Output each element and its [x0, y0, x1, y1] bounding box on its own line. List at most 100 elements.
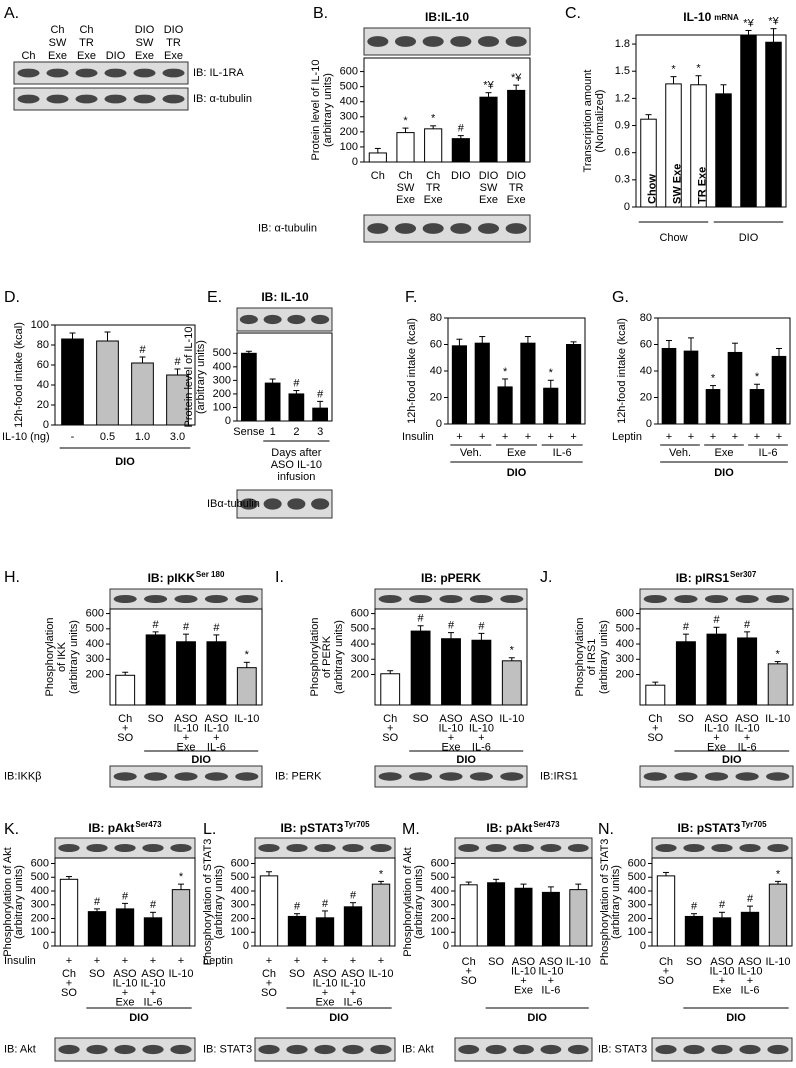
x-tick-label: SO: [61, 987, 77, 999]
x-axis-label: ASO IL-10: [271, 459, 322, 471]
y-tick-label: 300: [616, 653, 634, 665]
y-axis-label: (arbitrary units): [13, 865, 25, 939]
x-tick-label: +: [122, 987, 128, 999]
panel-letter: K.: [4, 821, 19, 838]
lane-label: Exe: [77, 50, 96, 62]
y-tick-label: 20: [640, 391, 652, 403]
title-text: IB: pIKK: [148, 571, 196, 585]
x-tick-label: +: [548, 975, 554, 987]
lane-label: DIO: [106, 50, 126, 62]
y-tick-label: 200: [213, 388, 231, 400]
bar: [737, 637, 758, 706]
significance-mark: *: [755, 371, 760, 383]
x-tick-label: +: [520, 975, 526, 987]
blot-band: [485, 1044, 507, 1055]
blot-band: [46, 94, 69, 104]
x-tick-label: Exe: [316, 996, 335, 1008]
title-superscript: Ser473: [533, 820, 560, 829]
bar: [541, 891, 560, 947]
bar: [171, 889, 191, 947]
significance-mark: #: [322, 898, 329, 910]
bar: [645, 684, 666, 706]
y-tick-label: 1.5: [615, 65, 630, 77]
y-tick-label: 80: [430, 312, 442, 324]
y-tick-label: 40: [37, 379, 49, 391]
x-tick-label: DIO: [451, 170, 471, 182]
x-tick-label: SO: [289, 968, 305, 980]
bar: [479, 96, 498, 163]
bar-label: TR Exe: [771, 167, 783, 204]
blot-band: [739, 1044, 761, 1055]
blot-label: IBα-tubulin: [207, 498, 260, 510]
x-tick-label: 2: [293, 426, 299, 438]
blot-band: [17, 94, 40, 104]
x-tick-label: SO: [647, 732, 663, 744]
lane-label: Exe: [135, 50, 154, 62]
y-tick-label: 600: [231, 857, 249, 869]
x-axis-label: infusion: [277, 471, 315, 483]
bar-label: SW Exe: [746, 164, 758, 204]
blot-band: [643, 772, 667, 781]
blot-band: [370, 844, 392, 852]
panel-letter: I.: [275, 569, 284, 586]
y-tick-label: 100: [340, 141, 358, 153]
blot-band: [263, 314, 282, 325]
x-tick-label: Exe: [396, 194, 415, 206]
title-text: IB: pSTAT3: [677, 821, 740, 835]
treatment-mark: +: [710, 431, 716, 443]
bar: [115, 908, 135, 947]
blot-band: [204, 595, 228, 603]
lane-label: DIO: [135, 24, 155, 36]
y-tick-label: 400: [616, 638, 634, 650]
y-axis-label: 12h-food intake (kcal): [406, 318, 418, 424]
y-tick-label: 200: [231, 912, 249, 924]
bar: [712, 917, 732, 947]
blot-band: [513, 1044, 534, 1055]
blot-band: [704, 595, 729, 603]
x-tick-label: ASO: [205, 713, 229, 725]
bar-label: SW Exe: [671, 164, 683, 204]
blot-label: IB: Akt: [402, 1043, 434, 1055]
group-label: DIO: [722, 754, 742, 766]
x-tick-label: TR: [426, 182, 441, 194]
x-tick-label: SO: [461, 975, 477, 987]
x-tick-label: +: [150, 987, 156, 999]
blot-band: [378, 595, 402, 603]
blot-band: [394, 36, 417, 47]
bar: [288, 393, 305, 422]
blot-band: [342, 1044, 364, 1055]
x-tick-label: +: [213, 732, 219, 744]
x-tick-label: IL-10: [704, 722, 729, 734]
x-tick-label: ASO: [113, 968, 137, 980]
y-tick-label: 60: [640, 338, 652, 350]
y-axis-label: 12h-food intake (kcal): [13, 322, 25, 428]
bar: [59, 878, 79, 947]
blot-band: [17, 68, 40, 78]
treatment-mark: +: [266, 955, 272, 967]
blot-label: IB: IL-1RA: [193, 67, 244, 79]
y-tick-label: 400: [340, 96, 358, 108]
x-tick-label: SO: [413, 713, 429, 725]
significance-mark: *¥: [768, 16, 779, 28]
y-axis-label: Phosphorylation of Akt: [402, 847, 414, 956]
bar: [131, 362, 154, 426]
significance-mark: *: [549, 367, 554, 379]
plot-frame: [54, 324, 196, 426]
x-tick-label: Ch: [262, 968, 276, 980]
y-tick-label: 100: [431, 926, 449, 938]
blot-band: [367, 36, 389, 47]
x-tick-label: IL-10: [765, 713, 790, 725]
bar-label: ASO IL-10: [526, 368, 538, 421]
lane-label: Ch: [79, 24, 93, 36]
y-tick-label: 600: [616, 607, 634, 619]
bar: [487, 882, 506, 947]
blot-band: [683, 844, 705, 852]
blot-band: [311, 498, 330, 510]
bar-label: Sense: [711, 389, 723, 421]
bar: [768, 883, 788, 947]
panel-letter: H.: [4, 569, 20, 586]
y-tick-label: 300: [231, 899, 249, 911]
chart-title: IB: pIRS1Ser307: [676, 570, 757, 585]
bar: [87, 911, 107, 947]
blot-band: [144, 772, 168, 781]
